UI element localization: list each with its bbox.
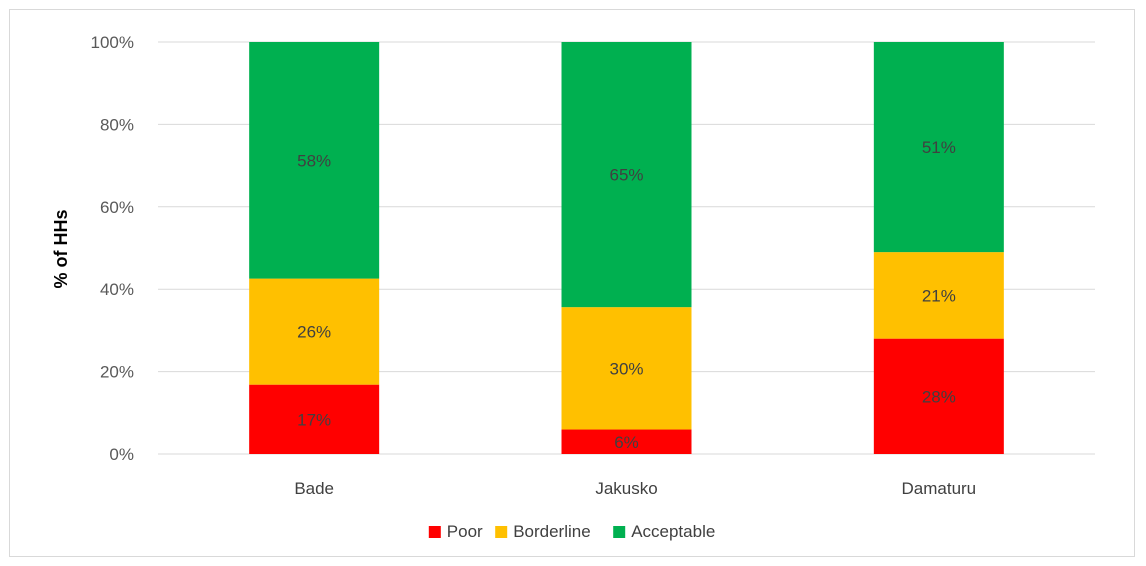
y-axis-label: % of HHs <box>51 209 71 288</box>
bar-segment-poor <box>561 429 692 454</box>
y-tick-label: 100% <box>91 33 134 52</box>
data-label: 28% <box>922 387 956 406</box>
bar-segment-borderline <box>561 307 692 430</box>
x-category-label: Jakusko <box>595 479 657 498</box>
bar-segment-acceptable <box>873 42 1004 253</box>
legend-swatch-borderline <box>495 526 508 538</box>
data-label: 65% <box>609 166 643 185</box>
data-label: 51% <box>922 138 956 157</box>
data-label: 30% <box>609 359 643 378</box>
data-label: 6% <box>614 433 639 452</box>
x-axis-categories: Bade Jakusko Damaturu <box>294 479 976 498</box>
bar-segment-poor <box>873 338 1004 454</box>
x-category-label: Damaturu <box>902 479 977 498</box>
bars: 17% 26% 58% 6% 30% 65% 28% 21% 51% <box>249 42 1004 454</box>
bar-segment-poor <box>249 384 380 454</box>
y-tick-label: 0% <box>109 445 134 464</box>
legend-swatch-acceptable <box>613 526 626 538</box>
y-tick-label: 80% <box>100 115 134 134</box>
legend-label-acceptable: Acceptable <box>631 522 715 541</box>
y-axis-ticks: 0% 20% 40% 60% 80% 100% <box>91 33 134 464</box>
y-tick-label: 60% <box>100 198 134 217</box>
legend-label-borderline: Borderline <box>513 522 591 541</box>
bar-segment-borderline <box>873 252 1004 339</box>
data-label: 21% <box>922 286 956 305</box>
y-tick-label: 20% <box>100 363 134 382</box>
x-category-label: Bade <box>294 479 334 498</box>
bar-segment-acceptable <box>561 42 692 308</box>
data-label: 17% <box>297 410 331 429</box>
data-label: 58% <box>297 151 331 170</box>
data-label: 26% <box>297 323 331 342</box>
legend-swatch-poor <box>428 526 441 538</box>
y-tick-label: 40% <box>100 280 134 299</box>
legend: Poor Borderline Acceptable <box>428 522 715 541</box>
bar-segment-borderline <box>249 278 380 385</box>
bar-segment-acceptable <box>249 42 380 279</box>
legend-label-poor: Poor <box>447 522 483 541</box>
